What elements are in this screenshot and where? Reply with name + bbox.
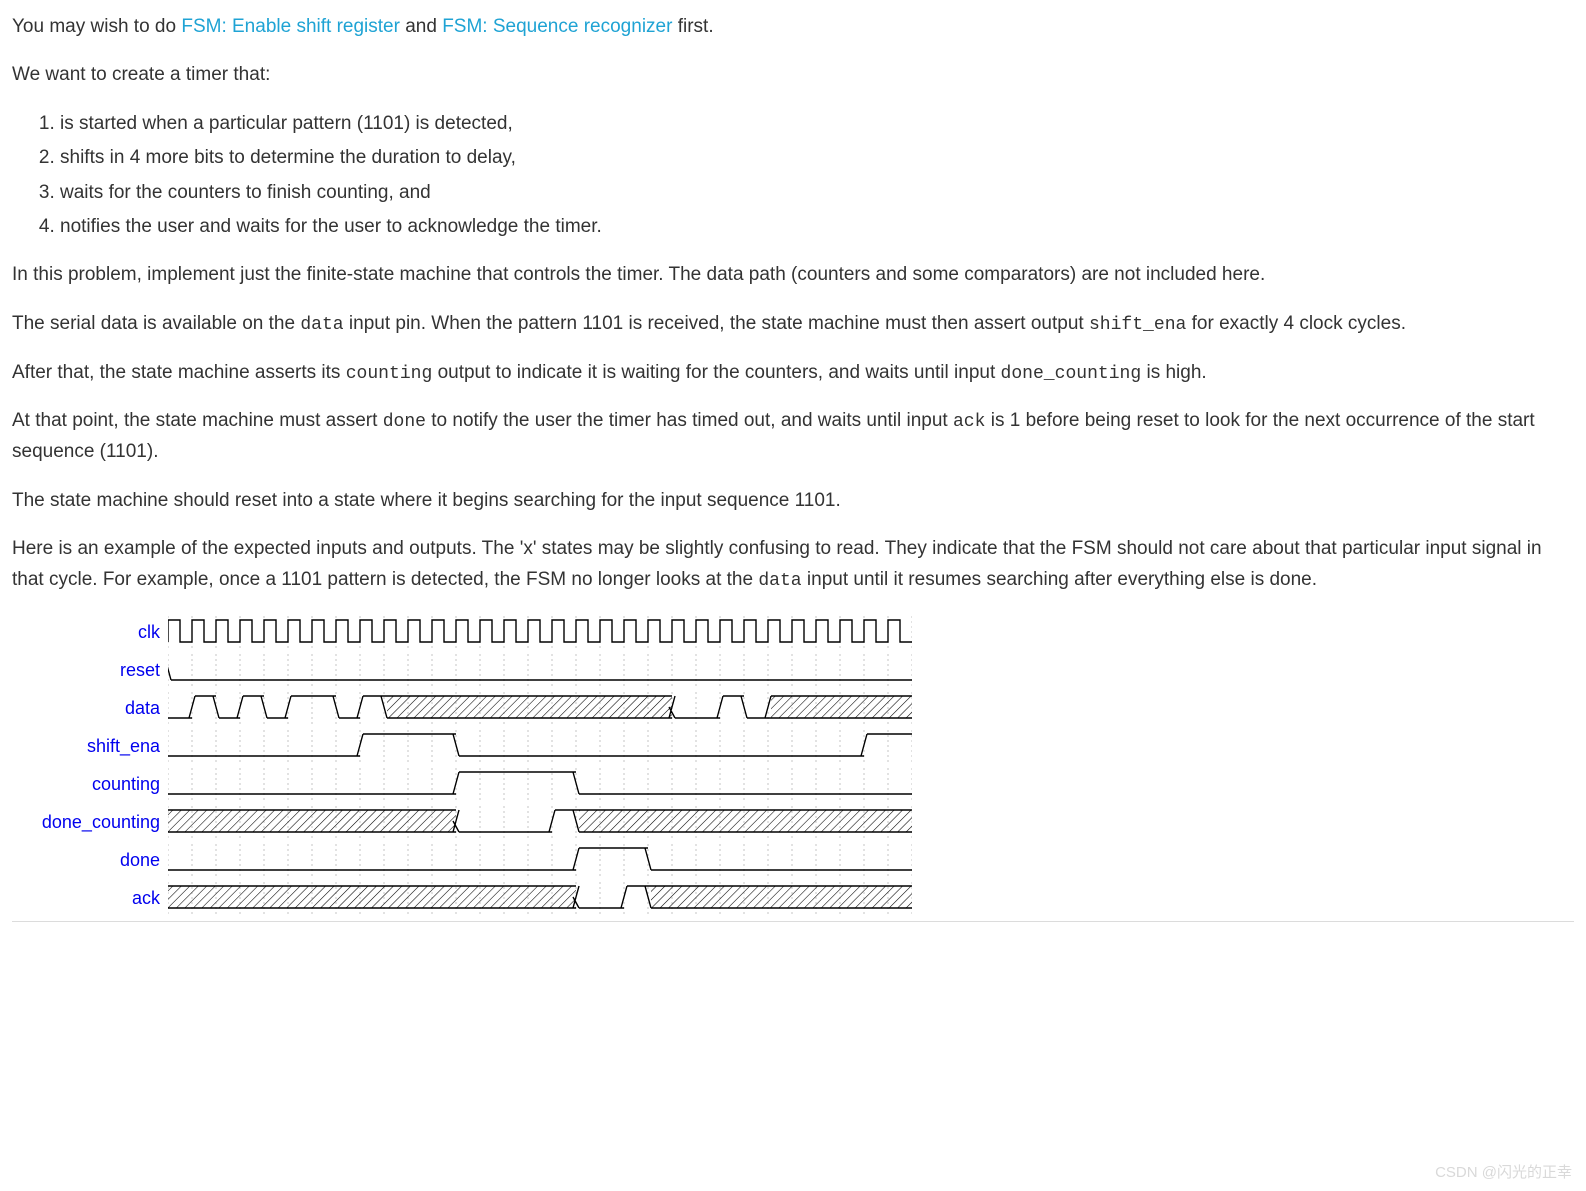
timing-label-ack: ack <box>20 884 168 913</box>
list-item: waits for the counters to finish countin… <box>60 178 1574 208</box>
timing-label-shift_ena: shift_ena <box>20 732 168 761</box>
implement-paragraph: In this problem, implement just the fini… <box>12 260 1574 290</box>
after-paragraph: After that, the state machine asserts it… <box>12 358 1574 389</box>
timing-label-clk: clk <box>20 618 168 647</box>
wave-svg <box>168 654 912 686</box>
timing-diagram: clk reset data shift_ena counting done_counti… <box>12 613 1574 922</box>
done-paragraph: At that point, the state machine must as… <box>12 406 1574 467</box>
wave-svg <box>168 616 912 648</box>
timing-label-counting: counting <box>20 770 168 799</box>
timing-row-counting: counting <box>20 765 1574 803</box>
timing-label-data: data <box>20 694 168 723</box>
timing-row-clk: clk <box>20 613 1574 651</box>
timing-label-done: done <box>20 846 168 875</box>
intro-suffix: first. <box>672 16 713 37</box>
reset-paragraph: The state machine should reset into a st… <box>12 486 1574 516</box>
wave-svg <box>168 768 912 800</box>
intro-mid: and <box>400 16 442 37</box>
wave-svg <box>168 882 912 914</box>
timing-label-done_counting: done_counting <box>20 808 168 837</box>
watermark: CSDN @闪光的正幸 <box>1435 1161 1572 1185</box>
link-fsm-sequence-recognizer[interactable]: FSM: Sequence recognizer <box>442 16 672 37</box>
list-item: is started when a particular pattern (11… <box>60 109 1574 139</box>
code-data-2: data <box>758 571 801 591</box>
timing-row-done: done <box>20 841 1574 879</box>
timing-label-reset: reset <box>20 656 168 685</box>
code-ack: ack <box>953 412 985 432</box>
timing-row-ack: ack <box>20 879 1574 917</box>
timing-row-reset: reset <box>20 651 1574 689</box>
intro-prefix: You may wish to do <box>12 16 181 37</box>
timing-row-done_counting: done_counting <box>20 803 1574 841</box>
list-item: notifies the user and waits for the user… <box>60 212 1574 242</box>
code-data: data <box>300 315 343 335</box>
want-line: We want to create a timer that: <box>12 60 1574 90</box>
code-counting: counting <box>346 364 433 384</box>
timing-row-data: data <box>20 689 1574 727</box>
code-shift-ena: shift_ena <box>1089 315 1186 335</box>
intro-paragraph: You may wish to do FSM: Enable shift reg… <box>12 12 1574 42</box>
link-fsm-shift-register[interactable]: FSM: Enable shift register <box>181 16 400 37</box>
wave-svg <box>168 730 912 762</box>
code-done-counting: done_counting <box>1001 364 1142 384</box>
code-done: done <box>383 412 426 432</box>
serial-paragraph: The serial data is available on the data… <box>12 309 1574 340</box>
example-paragraph: Here is an example of the expected input… <box>12 534 1574 595</box>
wave-svg <box>168 806 912 838</box>
requirements-list: is started when a particular pattern (11… <box>12 109 1574 243</box>
timing-row-shift_ena: shift_ena <box>20 727 1574 765</box>
wave-svg <box>168 692 912 724</box>
wave-svg <box>168 844 912 876</box>
list-item: shifts in 4 more bits to determine the d… <box>60 143 1574 173</box>
